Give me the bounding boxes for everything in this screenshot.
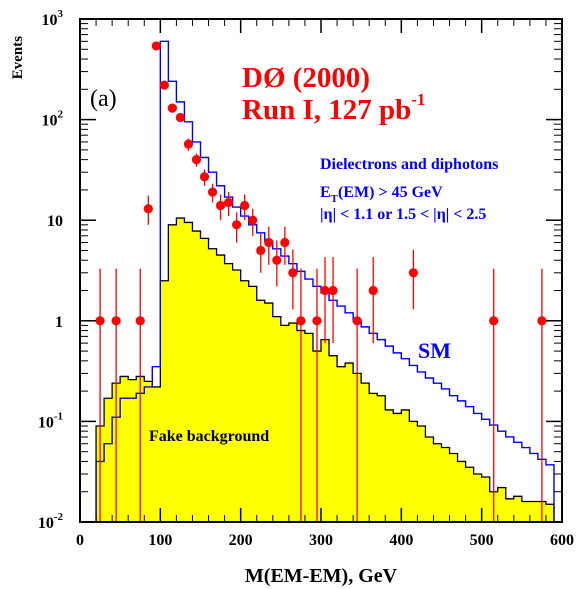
data-point <box>320 285 330 296</box>
x-tick-label: 0 <box>76 532 84 549</box>
fake-background-label: Fake background <box>149 428 269 445</box>
data-points <box>95 41 547 522</box>
data-point <box>151 41 161 51</box>
x-tick-label: 200 <box>229 532 253 549</box>
data-point <box>264 237 274 248</box>
data-point <box>272 255 282 265</box>
data-point <box>288 268 298 278</box>
data-point <box>312 316 322 326</box>
data-point <box>537 316 547 326</box>
data-point <box>167 103 177 113</box>
y-axis-label: Events <box>10 36 26 80</box>
y-tick-exponent: 2 <box>58 109 64 121</box>
data-point <box>159 80 169 90</box>
x-tick-label: 400 <box>389 532 413 549</box>
x-axis-label: M(EM-EM), GeV <box>245 565 398 587</box>
legend-line-2: ET(EM) > 45 GeV <box>320 184 443 205</box>
y-tick-label: 102 <box>42 109 64 130</box>
legend-et-rest: (EM) > 45 GeV <box>338 184 443 201</box>
fake-background-area <box>95 217 555 523</box>
y-tick-base: 10 <box>38 414 54 431</box>
data-point <box>352 316 362 326</box>
y-tick-base: 10 <box>38 515 54 532</box>
y-tick-exponent: -2 <box>54 511 64 523</box>
x-tick-label: 600 <box>550 532 574 549</box>
data-point <box>489 316 499 326</box>
title-run-text: Run I, 127 pb <box>242 94 411 126</box>
panel-label: (a) <box>90 86 117 112</box>
data-point <box>135 316 145 326</box>
fake-background-histogram <box>95 217 555 523</box>
data-point <box>95 316 105 326</box>
y-tick-base: 10 <box>42 113 58 130</box>
y-tick-label: 10-1 <box>38 410 63 431</box>
data-point <box>368 285 378 296</box>
data-point <box>191 155 202 165</box>
data-point <box>232 220 242 230</box>
data-point <box>175 112 186 123</box>
y-tick-label: 103 <box>42 8 64 29</box>
data-point <box>207 187 218 197</box>
legend-line-3: |η| < 1.1 or 1.5 < |η| < 2.5 <box>320 206 486 223</box>
data-point <box>183 139 194 149</box>
title-lumi-exponent: -1 <box>411 90 425 109</box>
data-point <box>296 316 306 326</box>
y-tick-label: 10-2 <box>38 511 64 532</box>
data-point <box>408 268 418 278</box>
y-tick-label: 1 <box>55 314 63 331</box>
data-point <box>111 316 121 326</box>
legend-et-E: E <box>320 184 331 201</box>
x-tick-label: 500 <box>470 532 494 549</box>
sm-series-label: SM <box>418 338 451 363</box>
y-tick-base: 1 <box>55 314 63 331</box>
data-point <box>224 197 234 208</box>
data-point <box>143 204 153 214</box>
legend-line-1: Dielectrons and diphotons <box>320 156 498 173</box>
data-point <box>240 200 250 211</box>
y-tick-exponent: -1 <box>54 410 63 422</box>
data-point <box>248 215 258 225</box>
y-tick-exponent: 3 <box>58 8 64 20</box>
y-tick-base: 10 <box>47 213 63 230</box>
data-point <box>328 285 338 296</box>
chart-title-line2: Run I, 127 pb-1 <box>242 90 425 126</box>
legend-et-subscript: T <box>331 193 339 205</box>
y-tick-label: 10 <box>47 213 63 230</box>
x-tick-label: 100 <box>148 532 172 549</box>
data-point <box>215 200 226 211</box>
data-point <box>199 172 210 182</box>
x-tick-label: 300 <box>309 532 333 549</box>
chart-title-line1: DØ (2000) <box>242 62 370 94</box>
data-point <box>256 245 266 256</box>
y-tick-base: 10 <box>42 12 58 29</box>
data-point <box>280 237 290 248</box>
